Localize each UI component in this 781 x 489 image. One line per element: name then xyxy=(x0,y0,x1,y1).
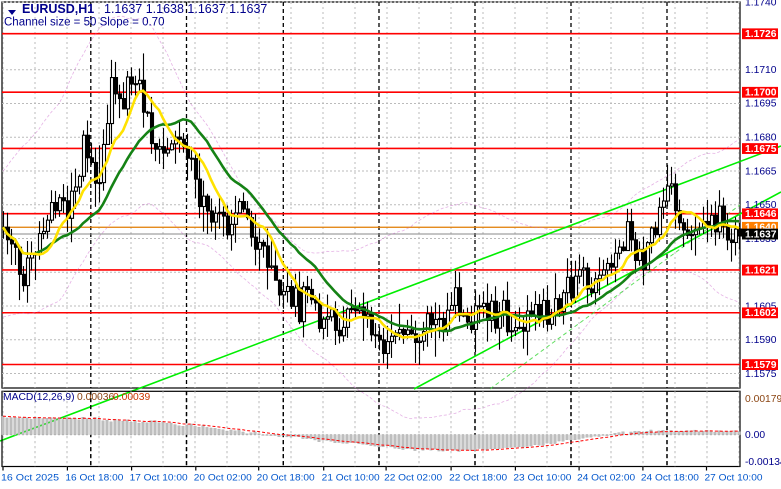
svg-text:1.1665: 1.1665 xyxy=(745,166,777,177)
svg-text:16 Oct 2025: 16 Oct 2025 xyxy=(1,473,59,483)
svg-text:22 Oct 18:00: 22 Oct 18:00 xyxy=(449,473,507,483)
svg-text:0.00039: 0.00039 xyxy=(113,392,150,403)
svg-text:0.00036: 0.00036 xyxy=(77,392,114,403)
svg-text:1.1675: 1.1675 xyxy=(745,144,777,155)
svg-text:20 Oct 18:00: 20 Oct 18:00 xyxy=(257,473,315,483)
svg-text:27 Oct 10:00: 27 Oct 10:00 xyxy=(705,473,763,483)
svg-text:1.1646: 1.1646 xyxy=(745,209,777,220)
svg-text:MACD(12,26,9): MACD(12,26,9) xyxy=(3,392,75,403)
svg-text:1.1602: 1.1602 xyxy=(745,308,777,319)
svg-text:21 Oct 10:00: 21 Oct 10:00 xyxy=(322,473,380,483)
svg-text:1.1637 1.1638 1.1637 1.1637: 1.1637 1.1638 1.1637 1.1637 xyxy=(104,2,267,16)
svg-text:0.00179: 0.00179 xyxy=(745,394,781,405)
svg-text:17 Oct 10:00: 17 Oct 10:00 xyxy=(130,473,188,483)
svg-text:EURUSD,H1: EURUSD,H1 xyxy=(22,2,94,16)
svg-text:24 Oct 02:00: 24 Oct 02:00 xyxy=(577,473,635,483)
svg-text:1.1726: 1.1726 xyxy=(745,29,777,40)
svg-text:-0.00134: -0.00134 xyxy=(745,457,781,468)
svg-text:1.1695: 1.1695 xyxy=(745,99,777,110)
svg-text:16 Oct 18:00: 16 Oct 18:00 xyxy=(65,473,123,483)
svg-text:1.1710: 1.1710 xyxy=(745,65,777,76)
svg-text:1.1637: 1.1637 xyxy=(745,229,777,240)
svg-text:23 Oct 10:00: 23 Oct 10:00 xyxy=(513,473,571,483)
svg-text:1.1680: 1.1680 xyxy=(745,133,777,144)
svg-text:24 Oct 18:00: 24 Oct 18:00 xyxy=(641,473,699,483)
svg-text:1.1700: 1.1700 xyxy=(745,87,777,98)
svg-text:Channel size = 50 Slope = 0.7: Channel size = 50 Slope = 0.70 xyxy=(4,17,164,29)
svg-text:1.1621: 1.1621 xyxy=(745,265,777,276)
svg-text:20 Oct 02:00: 20 Oct 02:00 xyxy=(194,473,252,483)
svg-text:1.1590: 1.1590 xyxy=(745,335,777,346)
svg-text:22 Oct 02:00: 22 Oct 02:00 xyxy=(384,473,442,483)
svg-text:1.1740: 1.1740 xyxy=(745,0,777,8)
svg-text:1.1579: 1.1579 xyxy=(745,360,777,371)
svg-text:0.00: 0.00 xyxy=(745,430,765,441)
